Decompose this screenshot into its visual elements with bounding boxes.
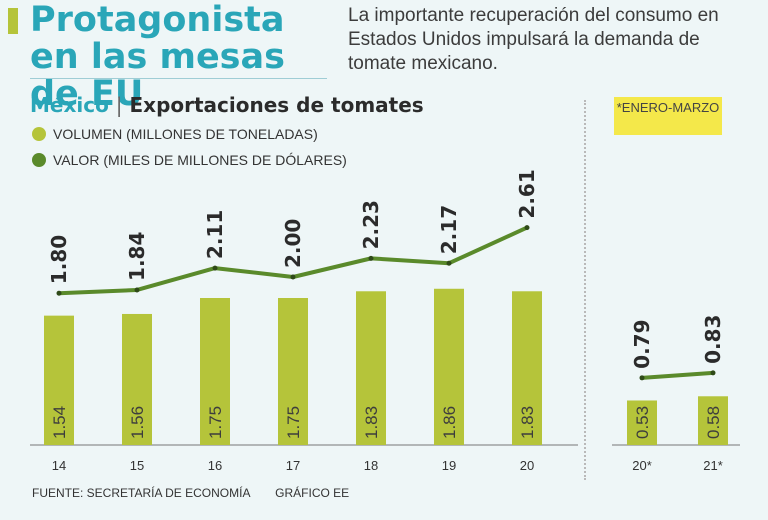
- headline: Protagonista en las mesas de EU: [30, 0, 285, 114]
- section-divider: [584, 100, 588, 480]
- value-label-annual-18: 2.23: [359, 200, 383, 249]
- footer-source: FUENTE: SECRETARÍA DE ECONOMÍA: [32, 486, 250, 500]
- value-label-annual-19: 2.17: [437, 205, 461, 254]
- bar-label-annual-15: 1.56: [128, 406, 147, 439]
- value-label-q1-21: 0.83: [701, 315, 725, 364]
- value-point-q1-21: [710, 370, 716, 376]
- footer-credit: GRÁFICO EE: [275, 486, 350, 500]
- legend-label-value: VALOR (MILES DE MILLONES DE DÓLARES): [53, 152, 347, 168]
- footer: FUENTE: SECRETARÍA DE ECONOMÍA GRÁFICO E…: [32, 486, 349, 500]
- subtitle-country: México: [30, 93, 109, 117]
- value-point-annual-17: [290, 274, 296, 280]
- bar-q1-21: [698, 396, 728, 445]
- bar-label-q1-20: 0.53: [633, 406, 652, 439]
- subtitle-topic: Exportaciones de tomates: [129, 93, 424, 117]
- value-point-annual-19: [446, 260, 452, 266]
- deck-text: La importante recuperación del consumo e…: [348, 5, 719, 74]
- accent-bar: [8, 8, 18, 34]
- bar-annual-15: [122, 313, 152, 445]
- legend-swatch-volume: [32, 127, 46, 141]
- bar-label-annual-19: 1.86: [440, 406, 459, 439]
- x-tick-label-annual-16: 16: [208, 458, 222, 473]
- value-point-annual-20: [524, 225, 530, 231]
- bar-label-annual-17: 1.75: [284, 406, 303, 439]
- bar-label-annual-16: 1.75: [206, 406, 225, 439]
- x-tick-label-annual-15: 15: [130, 458, 144, 473]
- x-tick-label-annual-18: 18: [364, 458, 378, 473]
- bar-annual-17: [278, 298, 308, 445]
- value-point-annual-16: [212, 265, 218, 271]
- bar-annual-20: [512, 291, 542, 445]
- legend-item-volume: VOLUMEN (MILLONES DE TONELADAS): [32, 126, 318, 142]
- x-tick-label-annual-20: 20: [520, 458, 534, 473]
- bar-label-q1-21: 0.58: [704, 406, 723, 439]
- value-label-annual-14: 1.80: [47, 235, 71, 284]
- value-point-annual-14: [56, 290, 62, 296]
- period-badge: *ENERO-MARZO: [614, 97, 722, 135]
- bar-annual-14: [44, 315, 74, 445]
- value-label-q1-20: 0.79: [630, 319, 654, 368]
- value-label-annual-17: 2.00: [281, 219, 305, 268]
- bar-annual-19: [434, 288, 464, 445]
- value-point-annual-18: [368, 255, 374, 261]
- bar-annual-16: [200, 298, 230, 445]
- value-label-annual-20: 2.61: [515, 169, 539, 218]
- bar-label-annual-14: 1.54: [50, 406, 69, 439]
- bar-annual-18: [356, 291, 386, 445]
- bar-q1-20: [627, 400, 657, 445]
- x-tick-label-q1-21: 21*: [703, 458, 723, 473]
- headline-rule: [30, 78, 327, 79]
- value-label-annual-16: 2.11: [203, 210, 227, 259]
- legend-swatch-value: [32, 153, 46, 167]
- x-tick-label-annual-17: 17: [286, 458, 300, 473]
- x-tick-label-annual-19: 19: [442, 458, 456, 473]
- value-point-q1-20: [639, 375, 645, 381]
- x-tick-label-annual-14: 14: [52, 458, 66, 473]
- value-line-q1: [641, 370, 714, 380]
- x-tick-label-q1-20: 20*: [632, 458, 652, 473]
- bar-label-annual-18: 1.83: [362, 406, 381, 439]
- legend-label-volume: VOLUMEN (MILLONES DE TONELADAS): [53, 126, 318, 142]
- value-label-annual-15: 1.84: [125, 232, 149, 281]
- value-point-annual-15: [134, 287, 140, 293]
- bar-label-annual-20: 1.83: [518, 406, 537, 439]
- legend-item-value: VALOR (MILES DE MILLONES DE DÓLARES): [32, 152, 347, 168]
- chart-subtitle: México | Exportaciones de tomates: [30, 93, 424, 117]
- subtitle-separator: |: [115, 93, 123, 117]
